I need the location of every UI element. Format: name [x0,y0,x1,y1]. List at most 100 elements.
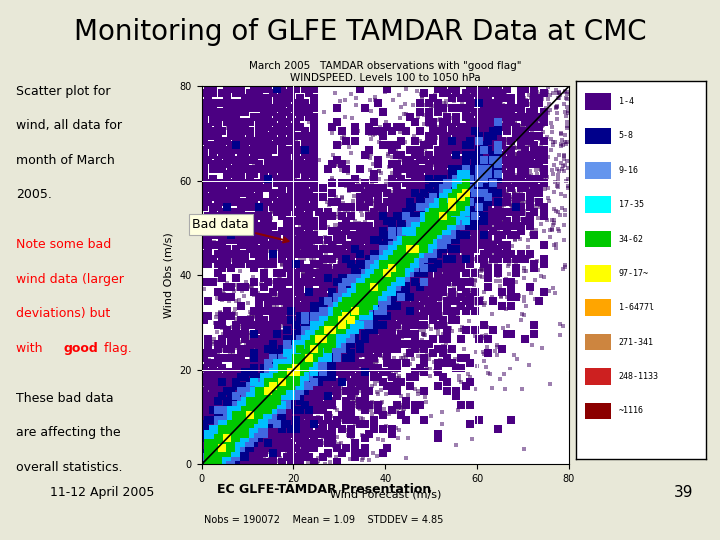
Point [228,350,239,359]
Point [405,318,417,327]
Point [469,193,480,202]
Point [451,151,462,159]
Point [451,259,462,268]
Point [387,288,398,296]
Point [518,99,529,108]
Point [307,322,318,331]
Point [478,202,490,211]
Point [414,165,426,173]
Point [418,226,430,235]
Point [294,132,306,140]
Point [248,184,260,192]
Point [478,160,490,168]
Point [439,107,451,116]
Point [262,415,274,424]
Point [408,322,420,331]
Point [442,148,454,157]
Point [292,379,304,388]
Point [373,206,384,215]
Point [432,99,444,107]
Point [478,356,490,365]
Point [487,99,499,107]
Point [523,242,534,251]
Point [515,94,526,103]
Point [414,184,426,193]
Point [469,326,480,334]
Point [354,345,366,353]
Point [294,226,306,235]
Point [327,243,338,252]
Point [235,415,246,424]
Point [353,323,364,332]
Point [464,170,476,178]
Point [217,434,228,443]
Point [395,226,407,235]
Point [414,288,426,296]
Point [253,307,265,315]
Point [345,359,356,367]
Point [372,198,384,206]
Point [552,93,564,102]
Point [414,292,426,301]
Point [408,208,419,217]
Point [330,160,341,168]
Point [253,387,265,395]
Point [372,335,384,343]
Point [248,429,260,438]
Point [297,235,309,244]
Point [343,180,355,188]
Point [437,259,449,268]
Point [441,167,453,176]
Point [212,346,224,355]
Point [322,439,333,448]
Point [353,422,364,431]
Point [514,106,526,115]
Point [290,240,302,249]
Point [524,193,536,202]
Point [271,359,283,367]
Point [475,156,487,165]
Point [240,387,251,395]
Point [391,160,402,168]
Point [366,125,377,134]
Point [319,341,330,349]
Point [202,454,214,462]
Point [271,439,283,448]
Point [562,181,573,190]
Point [300,454,312,462]
Point [389,172,400,181]
Point [294,373,306,381]
Point [457,253,469,262]
Point [409,191,420,200]
Point [387,363,398,372]
Point [230,188,242,197]
Point [297,404,308,413]
Point [291,347,302,356]
Point [266,207,277,216]
Point [511,150,523,158]
Point [336,272,348,281]
Point [429,366,441,375]
Point [341,359,352,367]
Point [318,221,329,230]
Point [248,156,260,164]
Point [409,165,420,173]
Point [400,401,412,410]
Point [322,401,333,410]
Point [454,375,465,384]
Point [212,338,224,347]
Point [221,198,233,206]
Point [198,226,210,235]
Point [244,368,256,376]
Point [400,245,412,254]
Point [351,359,363,368]
Point [285,264,297,273]
Point [364,273,375,282]
Point [487,217,499,225]
Point [258,434,269,443]
Point [548,241,559,249]
Point [450,242,462,251]
Point [441,155,453,164]
Point [475,265,487,273]
Point [487,179,499,187]
